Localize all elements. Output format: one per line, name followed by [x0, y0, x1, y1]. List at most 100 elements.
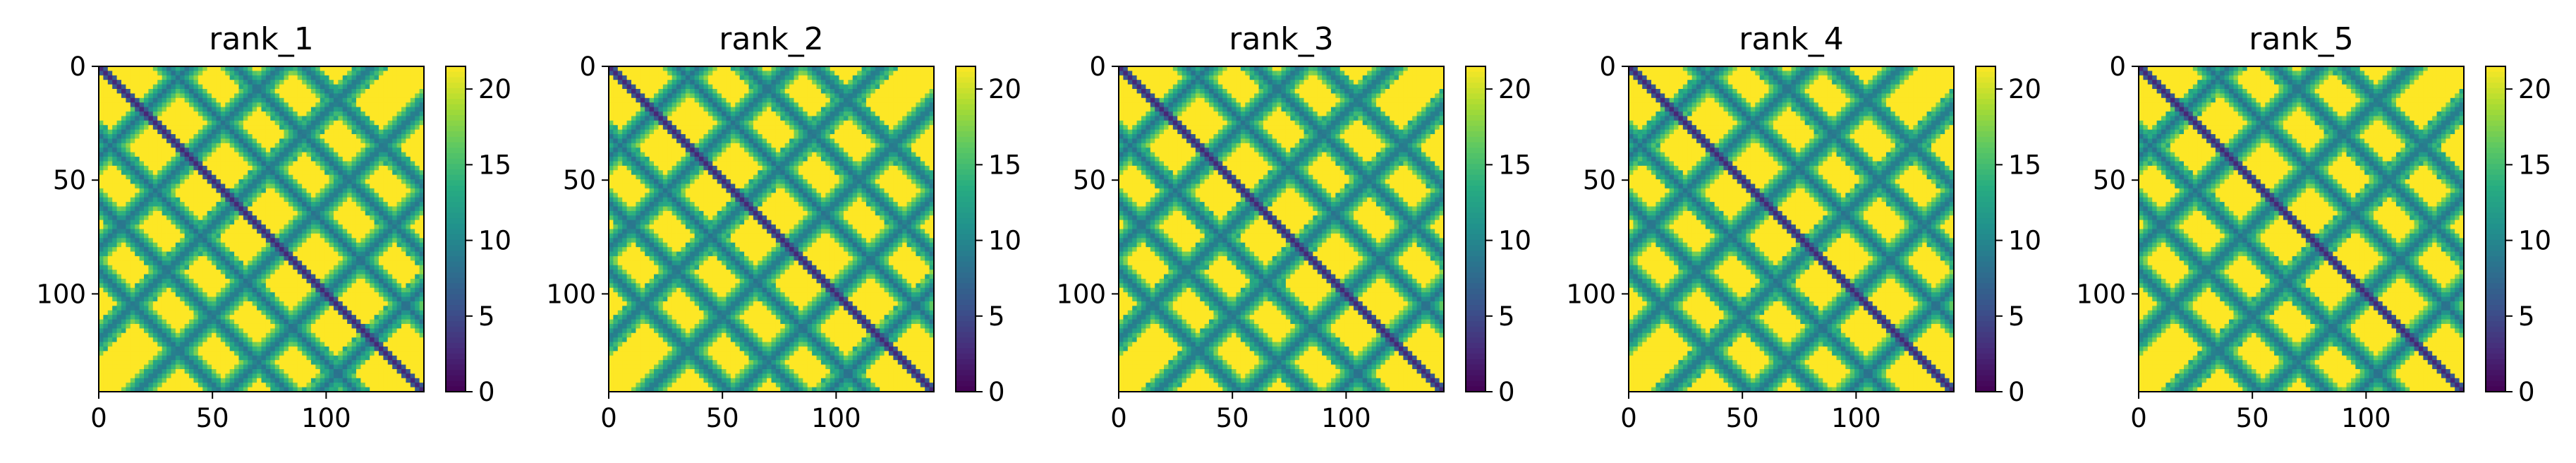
heatmap-cell — [180, 184, 185, 188]
heatmap-cell — [166, 71, 171, 76]
heatmap-cell — [103, 98, 108, 103]
heatmap-cell — [356, 279, 361, 284]
heatmap-cell — [253, 224, 257, 229]
heatmap-cell — [329, 134, 334, 139]
heatmap-cell — [347, 211, 352, 216]
heatmap-cell — [270, 121, 275, 126]
heatmap-cell — [140, 202, 145, 207]
heatmap-cell — [153, 152, 158, 157]
heatmap-cell — [230, 148, 235, 152]
heatmap-cell — [302, 93, 307, 98]
heatmap-cell — [347, 161, 352, 166]
heatmap-cell — [370, 211, 375, 216]
heatmap-cell — [360, 170, 365, 175]
heatmap-cell — [324, 89, 329, 94]
heatmap-cell — [176, 166, 181, 171]
heatmap-cell — [365, 279, 370, 284]
heatmap-cell — [329, 243, 334, 248]
heatmap-cell — [99, 260, 104, 265]
heatmap-cell — [253, 76, 257, 80]
heatmap-cell — [401, 175, 406, 180]
heatmap-cell — [279, 89, 284, 94]
heatmap-cell — [320, 107, 325, 112]
heatmap-cell — [356, 66, 361, 71]
heatmap-cell — [356, 107, 361, 112]
heatmap-cell — [248, 76, 253, 80]
heatmap-cell — [288, 238, 293, 243]
heatmap-cell — [189, 184, 194, 188]
heatmap-cell — [157, 157, 162, 162]
heatmap-cell — [338, 121, 343, 126]
heatmap-cell — [324, 76, 329, 80]
heatmap-cell — [365, 215, 370, 220]
heatmap-cell — [388, 270, 393, 275]
heatmap-cell — [144, 275, 149, 279]
heatmap-cell — [311, 193, 316, 198]
heatmap-cell — [153, 206, 158, 211]
heatmap-cell — [347, 206, 352, 211]
heatmap-cell — [270, 188, 275, 193]
heatmap-cell — [126, 112, 130, 116]
heatmap-cell — [234, 224, 239, 229]
heatmap-cell — [117, 270, 122, 275]
heatmap-cell — [329, 143, 334, 148]
heatmap-cell — [171, 152, 176, 157]
heatmap-cell — [307, 206, 312, 211]
heatmap-cell — [99, 238, 104, 243]
heatmap-cell — [324, 279, 329, 284]
heatmap-cell — [153, 279, 158, 284]
heatmap-cell — [166, 283, 171, 288]
heatmap-cell — [117, 138, 122, 143]
heatmap-cell — [221, 175, 226, 180]
heatmap-cell — [338, 215, 343, 220]
heatmap-cell — [275, 125, 280, 130]
heatmap-cell — [406, 112, 411, 116]
heatmap-cell — [148, 220, 153, 225]
heatmap-cell — [275, 238, 280, 243]
heatmap-cell — [99, 175, 104, 180]
heatmap-cell — [270, 66, 275, 71]
heatmap-cell — [253, 211, 257, 216]
heatmap-cell — [324, 179, 329, 184]
heatmap-cell — [121, 188, 126, 193]
heatmap-cell — [185, 179, 190, 184]
heatmap-cell — [162, 112, 167, 116]
heatmap-cell — [338, 238, 343, 243]
heatmap-cell — [248, 130, 253, 135]
heatmap-cell — [338, 116, 343, 121]
heatmap-cell — [284, 66, 289, 71]
heatmap-cell — [288, 275, 293, 279]
heatmap-cell — [135, 252, 140, 257]
heatmap-cell — [324, 193, 329, 198]
heatmap-cell — [176, 188, 181, 193]
heatmap-cell — [243, 71, 248, 76]
heatmap-cell — [338, 184, 343, 188]
heatmap-cell — [311, 247, 316, 252]
heatmap-cell — [238, 170, 243, 175]
heatmap-cell — [121, 80, 126, 85]
heatmap-cell — [212, 188, 217, 193]
heatmap-cell — [375, 184, 379, 188]
heatmap-cell — [253, 275, 257, 279]
heatmap-cell — [360, 202, 365, 207]
heatmap-cell — [130, 138, 135, 143]
heatmap-cell — [180, 152, 185, 157]
heatmap-cell — [166, 138, 171, 143]
heatmap-cell — [117, 143, 122, 148]
heatmap-cell — [121, 148, 126, 152]
heatmap-cell — [320, 238, 325, 243]
heatmap-cell — [189, 220, 194, 225]
heatmap-cell — [293, 130, 298, 135]
heatmap-cell — [307, 121, 312, 126]
heatmap-cell — [148, 283, 153, 288]
heatmap-cell — [334, 116, 339, 121]
heatmap-cell — [293, 206, 298, 211]
heatmap-cell — [117, 71, 122, 76]
heatmap-cell — [392, 170, 397, 175]
heatmap-cell — [401, 215, 406, 220]
heatmap-cell — [248, 152, 253, 157]
heatmap-cell — [221, 157, 226, 162]
heatmap-cell — [225, 175, 230, 180]
heatmap-cell — [225, 275, 230, 279]
heatmap-cell — [360, 93, 365, 98]
